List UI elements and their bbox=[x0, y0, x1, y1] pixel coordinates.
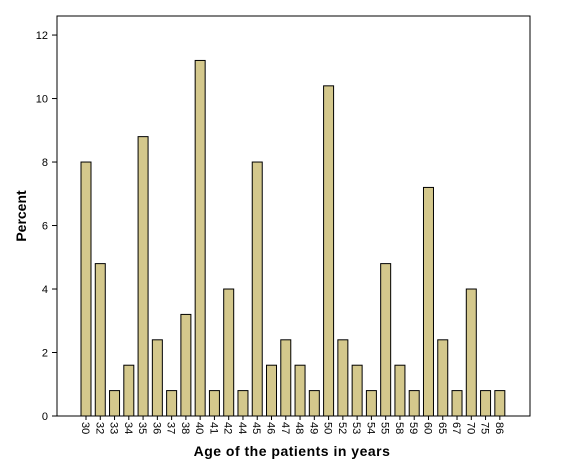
y-axis-title: Percent bbox=[13, 190, 29, 242]
bar-48 bbox=[294, 364, 306, 417]
y-axis: 0 2 4 6 8 10 12 bbox=[36, 30, 57, 423]
x-tick-label: 38 bbox=[179, 422, 191, 434]
bar-59 bbox=[408, 390, 420, 417]
y-tick-label: 0 bbox=[42, 411, 48, 423]
y-tick-label: 6 bbox=[42, 221, 48, 233]
x-tick-label: 86 bbox=[493, 422, 505, 434]
x-tick-label: 48 bbox=[293, 422, 305, 434]
x-tick-label: 70 bbox=[464, 422, 476, 434]
bar-65 bbox=[437, 339, 449, 417]
y-tick-label: 2 bbox=[42, 348, 48, 360]
bar-40 bbox=[194, 59, 206, 417]
bar-53 bbox=[351, 364, 363, 417]
x-tick-label: 55 bbox=[379, 422, 391, 434]
bar-47 bbox=[280, 339, 292, 417]
x-tick-label: 47 bbox=[279, 422, 291, 434]
x-tick-label: 33 bbox=[108, 422, 120, 434]
bar-37 bbox=[166, 390, 178, 417]
x-tick-label: 58 bbox=[393, 422, 405, 434]
plot-area bbox=[56, 15, 531, 417]
bars-group bbox=[80, 59, 506, 417]
x-tick-label: 34 bbox=[122, 422, 134, 434]
x-tick-label: 35 bbox=[136, 422, 148, 434]
x-tick-label: 49 bbox=[307, 422, 319, 434]
x-tick-label: 67 bbox=[450, 422, 462, 434]
x-tick-label: 41 bbox=[207, 422, 219, 434]
bar-38 bbox=[180, 313, 192, 417]
x-tick-label: 50 bbox=[322, 422, 334, 434]
bar-44 bbox=[237, 390, 249, 417]
bar-54 bbox=[365, 390, 377, 417]
x-tick-label: 75 bbox=[479, 422, 491, 434]
bar-60 bbox=[422, 186, 434, 417]
x-tick-label: 44 bbox=[236, 422, 248, 434]
bar-75 bbox=[480, 390, 492, 417]
x-tick-label: 59 bbox=[407, 422, 419, 434]
x-axis-title: Age of the patients in years bbox=[194, 443, 391, 459]
bar-42 bbox=[223, 288, 235, 417]
x-tick-label: 42 bbox=[222, 422, 234, 434]
x-tick-label: 54 bbox=[364, 422, 376, 434]
x-tick-label: 30 bbox=[79, 422, 91, 434]
bar-55 bbox=[380, 263, 392, 417]
bar-45 bbox=[251, 161, 263, 417]
bar-33 bbox=[109, 390, 121, 417]
bar-32 bbox=[94, 263, 106, 417]
x-tick-label: 40 bbox=[193, 422, 205, 434]
bar-70 bbox=[465, 288, 477, 417]
x-tick-label: 45 bbox=[250, 422, 262, 434]
y-tick-label: 8 bbox=[42, 157, 48, 169]
bar-49 bbox=[308, 390, 320, 417]
bar-35 bbox=[137, 136, 149, 417]
bar-30 bbox=[80, 161, 92, 417]
y-tick-label: 10 bbox=[36, 94, 48, 106]
x-tick-label: 36 bbox=[150, 422, 162, 434]
x-tick-label: 37 bbox=[165, 422, 177, 434]
y-tick-label: 4 bbox=[42, 284, 48, 296]
bar-52 bbox=[337, 339, 349, 417]
x-tick-label: 65 bbox=[436, 422, 448, 434]
x-tick-label: 32 bbox=[93, 422, 105, 434]
bar-36 bbox=[151, 339, 163, 417]
bar-46 bbox=[266, 364, 278, 417]
bar-34 bbox=[123, 364, 135, 417]
x-tick-label: 46 bbox=[265, 422, 277, 434]
bar-86 bbox=[494, 390, 506, 417]
x-tick-label: 60 bbox=[421, 422, 433, 434]
x-tick-label: 53 bbox=[350, 422, 362, 434]
bar-41 bbox=[208, 390, 220, 417]
x-tick-label: 52 bbox=[336, 422, 348, 434]
bar-67 bbox=[451, 390, 463, 417]
bar-50 bbox=[323, 85, 335, 417]
y-tick-label: 12 bbox=[36, 30, 48, 42]
x-axis: 30 32 33 34 35 36 37 38 40 41 42 44 45 46 47 48 49 50 52 53… bbox=[79, 416, 505, 434]
bar-58 bbox=[394, 364, 406, 417]
